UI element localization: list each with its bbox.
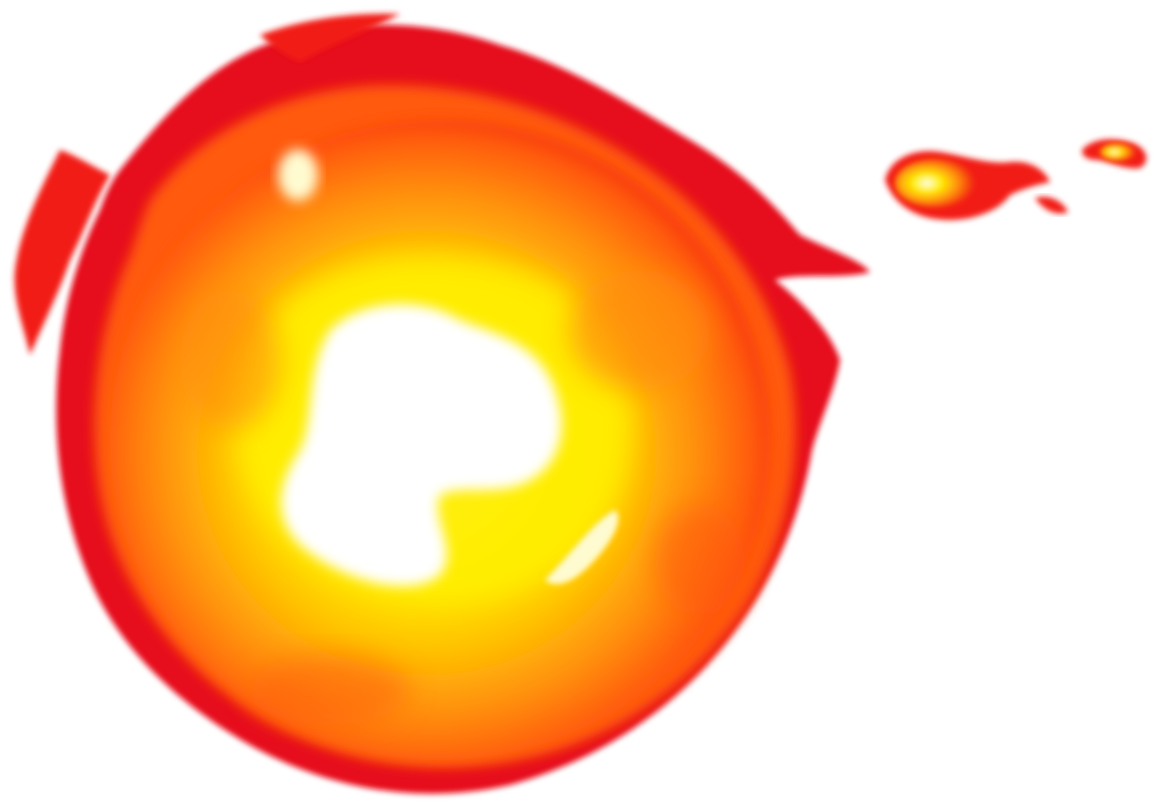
flame-wisp-left [14, 150, 111, 355]
flame-patch [250, 655, 410, 725]
white-core [281, 303, 562, 587]
flame-patch [570, 270, 710, 390]
flame-patch [180, 290, 280, 430]
flame-wisp-top [260, 13, 400, 62]
trail-ember-large-core [895, 159, 975, 207]
flame-patch [655, 505, 745, 615]
fireball-icon [14, 13, 870, 794]
trail-ember-small-core [1100, 143, 1136, 161]
trail-ember-drip [1035, 196, 1068, 214]
ember-icon [885, 139, 1147, 220]
highlight-streak [545, 510, 619, 585]
highlight-top [278, 149, 318, 201]
